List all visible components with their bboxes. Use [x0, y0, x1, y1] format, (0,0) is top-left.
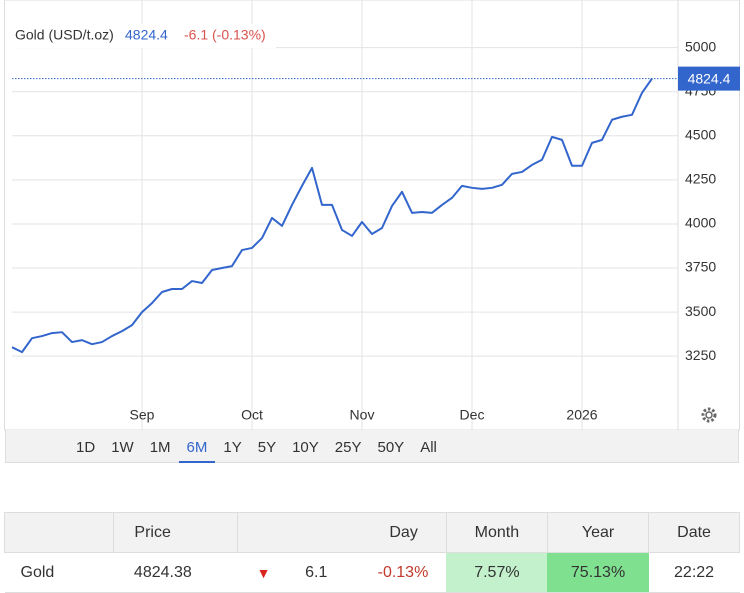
range-button[interactable]: 1Y [223, 439, 242, 456]
range-selector: 1D 1W 1M 6M 1Y 5Y 10Y 25Y 50Y All [5, 430, 739, 463]
range-button[interactable]: 25Y [334, 439, 362, 456]
x-tick-label: Oct [241, 407, 263, 423]
chart: Gold (USD/t.oz) 4824.4 -6.1 (-0.13%) 325… [4, 0, 740, 431]
down-arrow: ▼ [237, 552, 290, 593]
settings-icon[interactable] [701, 407, 717, 423]
header-cell [3, 512, 115, 553]
row-name: Gold [4, 552, 114, 593]
y-tick-label: 3250 [685, 347, 716, 363]
chart-frame [4, 0, 740, 431]
range-button[interactable]: 1M [149, 439, 171, 456]
day-change: 6.1 [289, 552, 352, 593]
range-button[interactable]: 1D [76, 439, 96, 456]
price-cell: 4824.38 [113, 552, 238, 593]
header-cell: Price [113, 512, 239, 553]
x-tick-label: Sep [130, 407, 155, 423]
header-change: -6.1 (-0.13%) [184, 27, 266, 43]
y-tick-label: 5000 [685, 38, 716, 54]
x-tick-label: Nov [350, 407, 375, 423]
range-button[interactable]: 6M [178, 430, 216, 463]
y-tick-label: 3750 [685, 259, 716, 275]
header-cell: Date [648, 512, 740, 553]
y-tick-label: 3500 [685, 303, 716, 319]
x-tick-label: 2026 [566, 407, 597, 423]
range-button[interactable]: 10Y [292, 439, 319, 456]
range-button[interactable]: 5Y [257, 439, 277, 456]
y-tick-label: 4500 [685, 127, 716, 143]
header-cell: Year [546, 512, 650, 553]
date-cell: 22:22 [648, 552, 740, 593]
last-price-label: 4824.4 [688, 70, 731, 86]
y-tick-label: 4250 [685, 171, 716, 187]
chart-title: Gold (USD/t.oz) [15, 27, 114, 43]
year-pct: 75.13% [547, 552, 649, 593]
range-button[interactable]: All [420, 439, 437, 456]
price-line [11, 78, 653, 354]
x-tick-label: Dec [460, 407, 485, 423]
range-button[interactable]: 1W [111, 439, 134, 456]
header-bg [10, 24, 276, 48]
header-price: 4824.4 [125, 27, 168, 43]
range-button[interactable]: 50Y [377, 439, 405, 456]
month-pct: 7.57% [446, 552, 548, 593]
quote-table: Price Day Month Year Date Gold 4824.38 ▼… [3, 512, 740, 593]
y-tick-label: 4000 [685, 215, 716, 231]
header-cell: Day [237, 512, 447, 553]
last-price-badge [678, 66, 740, 91]
day-pct: -0.13% [351, 552, 447, 593]
header-cell: Month [445, 512, 548, 553]
